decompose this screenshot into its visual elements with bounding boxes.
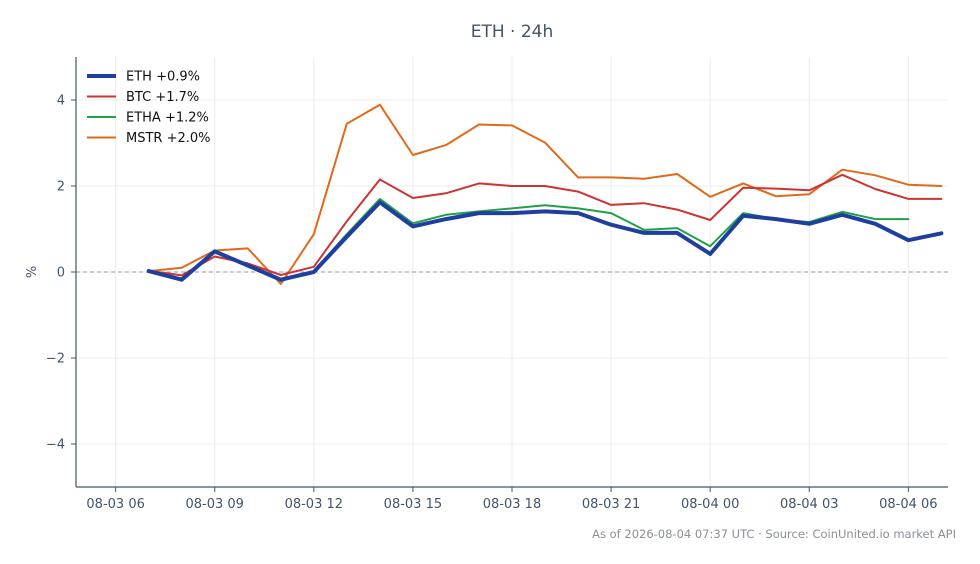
x-tick-label: 08-03 09 bbox=[186, 497, 244, 512]
x-tick-label: 08-04 03 bbox=[780, 497, 838, 512]
y-tick-label: 4 bbox=[57, 94, 65, 109]
legend: ETH +0.9% BTC +1.7% ETHA +1.2% MSTR +2.0% bbox=[87, 70, 211, 146]
y-tick-label: −4 bbox=[46, 438, 65, 453]
y-tick-label: −2 bbox=[46, 352, 65, 367]
series-line-btc bbox=[147, 173, 943, 277]
y-ticks: 4 2 0 −2 −4 bbox=[46, 94, 76, 453]
x-tick-label: 08-03 18 bbox=[483, 497, 541, 512]
y-tick-label: 0 bbox=[57, 266, 65, 281]
series-line-mstr bbox=[147, 103, 943, 285]
y-axis-label: % bbox=[25, 266, 40, 278]
chart-title: ETH · 24h bbox=[471, 22, 554, 42]
footer-source: As of 2026-08-04 07:37 UTC · Source: Coi… bbox=[592, 527, 956, 541]
x-tick-label: 08-03 06 bbox=[86, 497, 144, 512]
x-tick-label: 08-03 21 bbox=[582, 497, 640, 512]
legend-label: ETHA +1.2% bbox=[126, 111, 209, 126]
legend-label: BTC +1.7% bbox=[126, 90, 199, 105]
series-group bbox=[146, 103, 944, 285]
x-tick-label: 08-03 12 bbox=[285, 497, 343, 512]
x-tick-label: 08-04 00 bbox=[681, 497, 739, 512]
x-ticks: 08-03 06 08-03 09 08-03 12 08-03 15 08-03 18… bbox=[86, 487, 938, 512]
series-line-eth bbox=[146, 200, 944, 282]
y-tick-label: 2 bbox=[57, 180, 65, 195]
x-tick-label: 08-03 15 bbox=[384, 497, 442, 512]
legend-label: MSTR +2.0% bbox=[126, 131, 211, 146]
x-tick-label: 08-04 06 bbox=[879, 497, 937, 512]
legend-label: ETH +0.9% bbox=[126, 70, 200, 85]
